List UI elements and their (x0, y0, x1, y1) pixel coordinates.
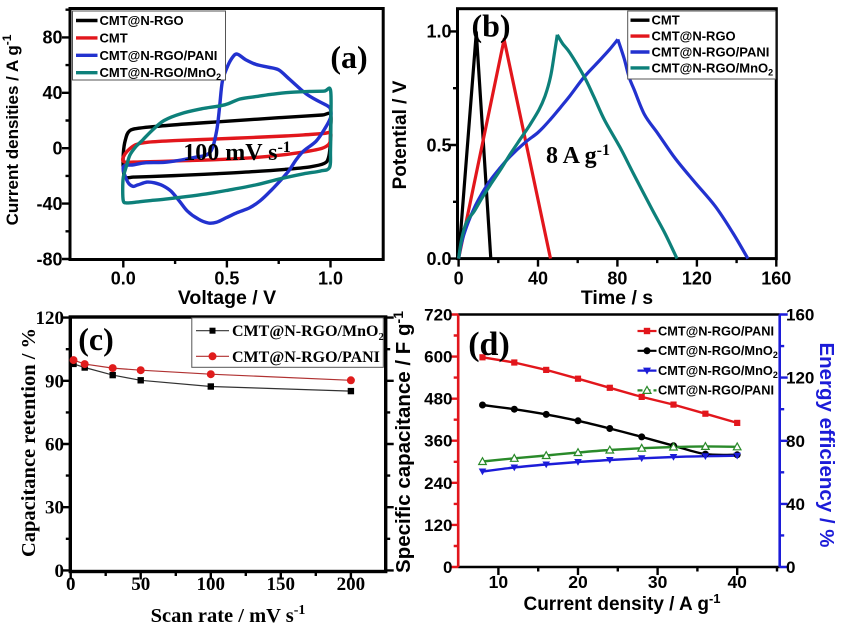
svg-text:0.5: 0.5 (426, 135, 451, 155)
svg-text:(a): (a) (330, 39, 367, 75)
svg-text:0.0: 0.0 (111, 269, 136, 289)
svg-text:CMT@N-RGO/MnO2: CMT@N-RGO/MnO2 (100, 65, 222, 82)
svg-text:-40: -40 (36, 194, 62, 214)
svg-text:Current densities / A g-1: Current densities / A g-1 (0, 34, 22, 225)
svg-text:360: 360 (424, 432, 452, 451)
svg-text:CMT@N-RGO: CMT@N-RGO (100, 13, 184, 28)
svg-text:0: 0 (786, 558, 795, 577)
svg-text:CMT@N-RGO/PANI: CMT@N-RGO/PANI (232, 349, 380, 366)
svg-text:0: 0 (55, 561, 65, 582)
svg-text:0: 0 (454, 269, 464, 289)
svg-text:120: 120 (786, 369, 814, 388)
svg-text:150: 150 (267, 574, 296, 595)
svg-text:10: 10 (489, 572, 509, 592)
svg-text:0.0: 0.0 (426, 249, 451, 269)
svg-text:1.0: 1.0 (426, 22, 451, 42)
svg-text:90: 90 (45, 371, 64, 392)
svg-text:30: 30 (45, 498, 64, 519)
svg-text:120: 120 (682, 269, 712, 289)
svg-text:100 mV s-1: 100 mV s-1 (183, 139, 291, 166)
svg-text:CMT@N-RGO/PANI: CMT@N-RGO/PANI (652, 45, 770, 60)
svg-text:30: 30 (648, 572, 668, 592)
svg-text:200: 200 (337, 574, 366, 595)
svg-text:50: 50 (131, 574, 150, 595)
svg-text:160: 160 (761, 269, 791, 289)
svg-text:Time / s: Time / s (581, 287, 653, 309)
svg-text:(c): (c) (78, 321, 114, 357)
svg-text:Specific capacitance / F g-1: Specific capacitance / F g-1 (390, 311, 415, 573)
svg-text:600: 600 (424, 348, 452, 367)
svg-text:60: 60 (45, 435, 64, 456)
svg-text:40: 40 (42, 83, 62, 103)
svg-text:(b): (b) (471, 8, 510, 44)
svg-text:CMT@N-RGO/MnO2: CMT@N-RGO/MnO2 (658, 363, 778, 380)
svg-text:CMT@N-RGO/MnO2: CMT@N-RGO/MnO2 (652, 60, 774, 77)
svg-text:80: 80 (42, 28, 62, 48)
svg-text:120: 120 (424, 516, 452, 535)
svg-text:CMT@N-RGO/MnO2: CMT@N-RGO/MnO2 (658, 343, 778, 360)
svg-text:160: 160 (786, 306, 814, 325)
svg-text:Scan rate / mV s-1: Scan rate / mV s-1 (151, 603, 306, 627)
svg-text:20: 20 (568, 572, 588, 592)
svg-text:Potential / V: Potential / V (390, 80, 411, 189)
svg-text:CMT@N-RGO/PANI: CMT@N-RGO/PANI (658, 323, 774, 338)
svg-text:480: 480 (424, 390, 452, 409)
svg-text:240: 240 (424, 474, 452, 493)
svg-text:Capacitance retention / %: Capacitance retention / % (18, 328, 40, 557)
svg-text:CMT@N-RGO/PANI: CMT@N-RGO/PANI (658, 383, 774, 398)
svg-text:100: 100 (197, 574, 226, 595)
svg-text:80: 80 (607, 269, 627, 289)
svg-text:0: 0 (66, 574, 76, 595)
svg-text:40: 40 (786, 495, 805, 514)
svg-text:720: 720 (424, 306, 452, 325)
svg-text:CMT@N-RGO/PANI: CMT@N-RGO/PANI (100, 48, 218, 63)
svg-text:(d): (d) (468, 326, 510, 363)
svg-text:CMT@N-RGO/MnO2: CMT@N-RGO/MnO2 (232, 323, 384, 343)
svg-text:0.5: 0.5 (214, 269, 239, 289)
svg-text:Energy efficiency / %: Energy efficiency / % (815, 342, 838, 547)
svg-text:CMT@N-RGO: CMT@N-RGO (652, 29, 736, 44)
svg-text:CMT: CMT (652, 13, 680, 28)
svg-text:120: 120 (36, 308, 65, 329)
svg-text:80: 80 (786, 432, 805, 451)
svg-text:Voltage / V: Voltage / V (178, 287, 276, 309)
svg-text:0: 0 (52, 139, 62, 159)
svg-text:CMT: CMT (100, 30, 128, 45)
svg-text:-80: -80 (36, 249, 62, 269)
svg-text:Current density / A g-1: Current density / A g-1 (523, 591, 720, 615)
svg-text:40: 40 (727, 572, 747, 592)
svg-text:40: 40 (528, 269, 548, 289)
svg-text:0: 0 (443, 558, 452, 577)
svg-text:1.0: 1.0 (318, 269, 343, 289)
